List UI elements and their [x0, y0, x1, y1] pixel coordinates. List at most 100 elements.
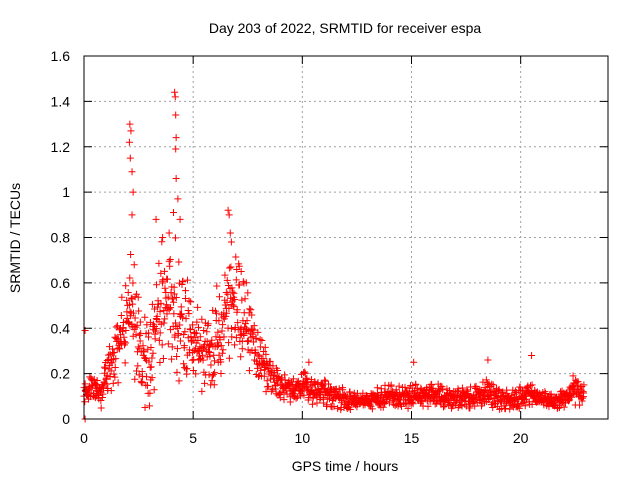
data-point	[227, 263, 235, 271]
data-point	[289, 375, 297, 383]
data-point	[169, 295, 177, 303]
data-point	[106, 373, 114, 381]
data-point	[334, 404, 342, 412]
data-point	[579, 394, 587, 402]
data-point	[175, 377, 183, 385]
data-point	[218, 327, 226, 335]
data-point	[172, 111, 180, 119]
data-point	[134, 343, 142, 351]
data-point	[228, 284, 236, 292]
data-point	[223, 309, 231, 317]
data-point	[292, 394, 300, 402]
data-point	[237, 353, 245, 361]
data-point	[521, 402, 529, 410]
data-point	[281, 371, 289, 379]
data-point	[165, 305, 173, 313]
data-point	[148, 354, 156, 362]
x-tick-label: 20	[513, 430, 529, 446]
y-tick-label: 1	[62, 184, 70, 200]
data-point	[120, 333, 128, 341]
data-point	[192, 370, 200, 378]
data-point	[134, 362, 142, 370]
data-point	[157, 299, 165, 307]
data-point	[103, 371, 111, 379]
data-point	[528, 400, 536, 408]
data-point	[301, 368, 309, 376]
data-point	[248, 311, 256, 319]
data-point	[514, 401, 522, 409]
data-point	[92, 380, 100, 388]
data-point	[224, 281, 232, 289]
scatter-points	[80, 88, 588, 423]
data-point	[260, 372, 268, 380]
data-point	[223, 298, 231, 306]
data-point	[266, 357, 274, 365]
data-point	[346, 388, 354, 396]
y-tick-label: 0.4	[51, 320, 71, 336]
data-point	[145, 329, 153, 337]
data-point	[111, 373, 119, 381]
data-point	[173, 368, 181, 376]
data-point	[515, 404, 523, 412]
data-point	[238, 296, 246, 304]
data-point	[574, 378, 582, 386]
data-point	[257, 366, 265, 374]
data-point	[179, 277, 187, 285]
data-point	[180, 342, 188, 350]
data-point	[172, 175, 180, 183]
data-point	[147, 363, 155, 371]
data-point	[176, 215, 184, 223]
data-point	[219, 346, 227, 354]
data-point	[254, 328, 262, 336]
data-point	[158, 341, 166, 349]
data-point	[126, 154, 134, 162]
data-point	[392, 386, 400, 394]
data-point	[134, 293, 142, 301]
data-point	[109, 379, 117, 387]
data-point	[229, 301, 237, 309]
data-point	[194, 337, 202, 345]
data-point	[174, 330, 182, 338]
data-point	[410, 358, 418, 366]
data-point	[194, 323, 202, 331]
y-axis-title: SRMTID / TECUs	[7, 183, 23, 293]
data-point	[239, 278, 247, 286]
data-point	[208, 377, 216, 385]
data-point	[496, 397, 504, 405]
data-point	[145, 358, 153, 366]
data-point	[269, 362, 277, 370]
data-point	[475, 385, 483, 393]
data-point	[313, 399, 321, 407]
data-point	[144, 345, 152, 353]
data-point	[100, 363, 108, 371]
data-point	[103, 380, 111, 388]
x-tick-label: 15	[404, 430, 420, 446]
data-point	[319, 381, 327, 389]
data-point	[301, 369, 309, 377]
data-point	[177, 303, 185, 311]
data-point	[198, 315, 206, 323]
data-point	[454, 387, 462, 395]
data-point	[482, 376, 490, 384]
data-point	[516, 383, 524, 391]
data-point	[123, 296, 131, 304]
data-point	[156, 329, 164, 337]
data-point	[103, 356, 111, 364]
data-point	[135, 371, 143, 379]
data-point	[110, 348, 118, 356]
chart-title: Day 203 of 2022, SRMTID for receiver esp…	[209, 20, 482, 36]
data-point	[558, 398, 566, 406]
data-point	[527, 382, 535, 390]
data-point	[203, 338, 211, 346]
data-point	[264, 382, 272, 390]
data-point	[274, 367, 282, 374]
data-point	[179, 314, 187, 322]
data-point	[200, 326, 208, 334]
data-point	[439, 386, 447, 394]
data-point	[126, 120, 134, 128]
data-point	[576, 401, 584, 409]
grid	[84, 56, 608, 419]
data-point	[129, 279, 137, 287]
data-point	[488, 380, 496, 388]
